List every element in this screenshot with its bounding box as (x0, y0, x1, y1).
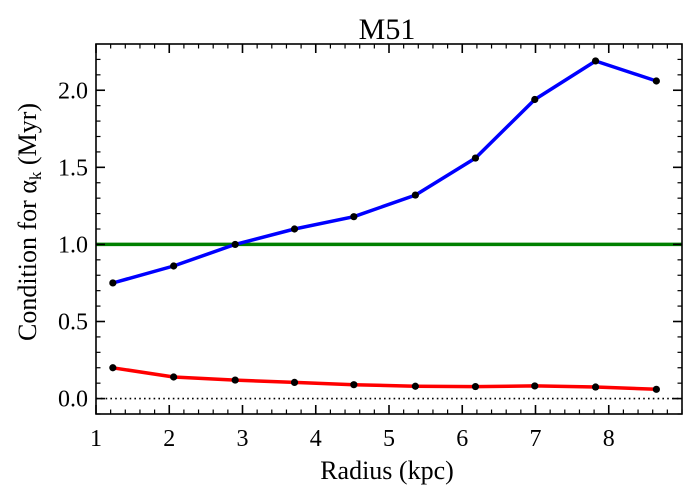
data-point-1-7 (531, 382, 539, 390)
data-point-0-0 (109, 279, 117, 287)
y-tick-label: 1.5 (58, 155, 88, 181)
data-point-1-2 (231, 376, 239, 384)
x-tick-label: 5 (383, 426, 395, 452)
y-axis-label-unit: (Myr) (13, 103, 42, 172)
y-axis-label-subscript: k (26, 171, 45, 180)
chart-title: M51 (359, 13, 416, 46)
y-tick-label: 0.5 (58, 310, 88, 336)
data-point-1-0 (109, 364, 117, 372)
plot-area: 1 2 3 4 5 6 7 8 0.0 0.5 1.0 1.5 2.0 (58, 43, 683, 452)
plot-frame (95, 43, 683, 415)
data-point-1-9 (652, 385, 660, 393)
y-axis-label-main: Condition for α (13, 180, 42, 341)
y-tick-label: 1.0 (58, 232, 88, 258)
data-point-1-3 (290, 378, 299, 386)
data-point-0-5 (411, 191, 419, 199)
data-point-0-4 (350, 213, 358, 221)
data-point-1-8 (591, 383, 600, 391)
data-point-1-5 (411, 382, 419, 390)
data-point-0-1 (170, 262, 178, 270)
x-tick-label: 6 (456, 426, 468, 452)
data-point-0-2 (231, 240, 239, 249)
data-point-1-4 (350, 381, 358, 389)
data-point-0-7 (531, 95, 539, 104)
x-tick-label: 7 (530, 426, 542, 452)
x-tick-label: 1 (90, 426, 102, 452)
data-point-0-3 (290, 225, 299, 233)
data-point-0-8 (591, 57, 600, 65)
x-axis-label: Radius (kpc) (320, 456, 454, 485)
data-point-1-6 (471, 382, 480, 391)
series-line-1 (111, 366, 659, 392)
data-point-0-9 (652, 77, 660, 85)
y-tick-label: 0.0 (58, 387, 88, 413)
x-tick-label: 3 (237, 426, 249, 452)
x-tick-label: 2 (163, 426, 175, 452)
x-tick-label: 4 (310, 426, 322, 452)
data-point-1-1 (170, 373, 178, 381)
x-tick-label: 8 (603, 426, 615, 452)
y-tick-label: 2.0 (58, 78, 88, 104)
data-point-0-6 (471, 154, 480, 162)
series-line-0 (111, 59, 659, 285)
y-axis-label: Condition for αk (Myr) (13, 103, 45, 341)
